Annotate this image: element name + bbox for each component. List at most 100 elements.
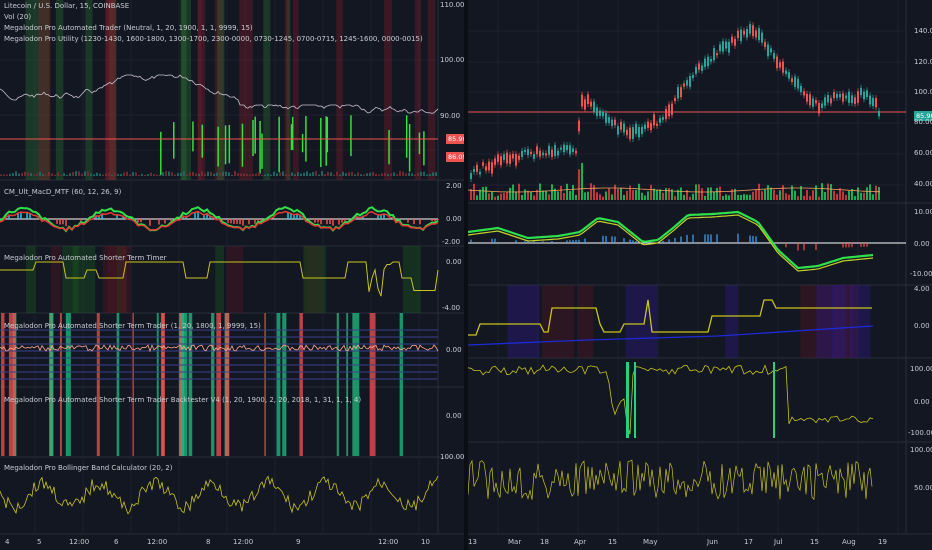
volume-bar — [105, 173, 107, 176]
volume-bar — [414, 174, 416, 176]
volume-bar — [48, 171, 50, 176]
right-y-100: 100.00 — [914, 88, 932, 96]
volume-bar — [363, 174, 365, 176]
candle-body — [509, 154, 511, 164]
candle-body — [581, 94, 583, 107]
volume-bar — [560, 185, 562, 200]
left-chart[interactable]: Litecoin / U.S. Dollar, 15, COINBASE Vol… — [0, 0, 469, 550]
trade-signal-bar — [188, 313, 193, 456]
candle-body — [713, 48, 715, 61]
trade-signal-bar — [282, 313, 287, 456]
volume-bar — [273, 171, 275, 176]
volume-bar — [614, 184, 616, 200]
volume-bar — [485, 186, 487, 200]
right-chart-canvas[interactable] — [468, 0, 932, 550]
volume-bar — [282, 171, 284, 176]
volume-bar — [285, 174, 287, 176]
volume-bar — [812, 190, 814, 200]
right-x-label: Jul — [774, 538, 783, 546]
volume-bar — [423, 171, 425, 176]
timer-highlight — [304, 246, 323, 313]
volume-bar — [141, 173, 143, 176]
volume-bar — [548, 194, 550, 200]
timer-highlight — [625, 285, 658, 358]
trade-signal-bar — [116, 313, 120, 456]
volume-bar — [354, 174, 356, 176]
candle-body — [665, 108, 667, 120]
session-highlight — [284, 0, 290, 180]
volume-bar — [710, 187, 712, 200]
candle-body — [515, 154, 517, 166]
left-vol-label: Vol (20) — [4, 13, 32, 21]
volume-bar — [809, 195, 811, 200]
candle-body — [644, 124, 646, 129]
candle-body — [710, 59, 712, 62]
trade-signal-bar — [352, 313, 360, 456]
timer-highlight — [72, 246, 96, 313]
timer-highlight — [849, 285, 871, 358]
volume-bar — [593, 185, 595, 200]
timer-highlight — [507, 285, 540, 358]
candle-body — [695, 66, 697, 74]
trade-signal-bar — [211, 313, 215, 456]
volume-bar — [605, 191, 607, 200]
volume-bar — [857, 187, 859, 200]
chart-divider[interactable] — [464, 0, 468, 550]
volume-bar — [54, 174, 56, 176]
volume-bar — [348, 172, 350, 176]
trade-signal-bar — [180, 313, 188, 456]
timer-line — [0, 261, 439, 297]
volume-bar — [255, 173, 257, 176]
candle-body — [824, 97, 826, 106]
volume-bar — [375, 173, 377, 176]
candle-body — [548, 145, 550, 155]
volume-bar — [494, 196, 496, 200]
candle-body — [518, 155, 520, 160]
volume-bar — [626, 190, 628, 200]
volume-bar — [66, 174, 68, 176]
right-x-label: 15 — [608, 538, 617, 546]
candle-body — [497, 154, 499, 162]
left-x-label: 10 — [421, 538, 430, 546]
right-y-140: 140.00 — [914, 27, 932, 35]
left-boll-y-100: 100.00 — [440, 453, 465, 461]
volume-bar — [222, 171, 224, 176]
volume-bar — [530, 191, 532, 200]
candle-body — [659, 118, 661, 123]
volume-bar — [590, 183, 592, 200]
volume-bar — [177, 172, 179, 176]
volume-bar — [491, 191, 493, 200]
right-chart[interactable]: 140.00 120.00 100.00 85.96 80.00 60.00 4… — [468, 0, 932, 550]
volume-bar — [653, 188, 655, 200]
volume-bar — [405, 173, 407, 176]
candle-body — [878, 110, 880, 117]
volume-bar — [791, 185, 793, 200]
candle-body — [662, 117, 664, 120]
left-y-100: 100.00 — [440, 56, 465, 64]
right-x-label: Jun — [707, 538, 718, 546]
candle-body — [680, 87, 682, 98]
candle-body — [740, 29, 742, 42]
left-x-label: 6 — [114, 538, 119, 546]
candle-body — [671, 103, 673, 115]
volume-bar — [243, 173, 245, 176]
right-timer-y-4: 4.00 — [914, 285, 930, 293]
volume-bar — [318, 174, 320, 176]
candle-body — [797, 78, 799, 89]
candle-body — [590, 101, 592, 107]
candle-body — [827, 95, 829, 103]
candle-body — [854, 97, 856, 104]
candle-body — [593, 101, 595, 112]
trade-signal-bar — [264, 313, 266, 456]
trade-signal-bar — [179, 313, 182, 456]
left-chart-canvas[interactable] — [0, 0, 464, 550]
candle-body — [677, 87, 679, 99]
timer-highlight — [25, 246, 36, 313]
candle-body — [758, 28, 760, 41]
timer-baseline — [468, 325, 874, 346]
volume-bar — [378, 174, 380, 176]
candle-body — [794, 76, 796, 87]
timer-line — [468, 299, 872, 336]
trader-line — [0, 344, 439, 353]
volume-bar — [662, 192, 664, 200]
